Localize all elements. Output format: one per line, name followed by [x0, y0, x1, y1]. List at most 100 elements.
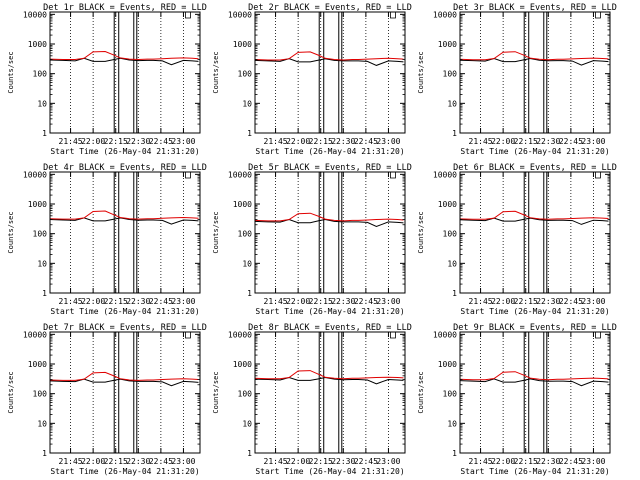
x-tick-label: 22:30	[536, 457, 560, 466]
x-tick-label: 22:30	[126, 297, 150, 306]
series-line-lld	[254, 51, 404, 61]
x-tick-label: 23:00	[171, 137, 195, 146]
x-tick-label: 22:15	[514, 137, 538, 146]
y-tick-label: 1	[247, 129, 252, 138]
y-tick-label: 10000	[228, 10, 252, 19]
y-tick-label: 1	[247, 449, 252, 458]
x-axis-label: Start Time (26-May-04 21:31:20)	[50, 307, 199, 316]
y-tick-label: 1	[247, 289, 252, 298]
y-tick-label: 10000	[228, 170, 252, 179]
x-tick-label: 22:45	[354, 457, 378, 466]
y-axis-label: Counts/sec	[212, 371, 220, 413]
x-tick-label: 23:00	[581, 137, 605, 146]
x-tick-label: 22:45	[149, 137, 173, 146]
x-tick-label: 22:45	[559, 457, 583, 466]
series-line-lld	[49, 210, 199, 220]
panel-title: Det 4r BLACK = Events, RED = LLD	[43, 163, 207, 173]
x-tick-label: 22:15	[514, 297, 538, 306]
y-tick-label: 1	[42, 289, 47, 298]
y-tick-label: 10	[242, 419, 252, 428]
plot-frame	[49, 331, 201, 454]
notch-marker	[185, 332, 191, 339]
detector-panel: Det 4r BLACK = Events, RED = LLD 1 10 100 10…	[7, 163, 207, 316]
notch-marker	[390, 12, 396, 19]
notch-marker	[390, 332, 396, 339]
y-tick-label: 10000	[23, 330, 47, 339]
x-tick-label: 22:45	[354, 297, 378, 306]
x-tick-label: 22:15	[104, 137, 128, 146]
x-tick-label: 23:00	[376, 137, 400, 146]
notch-marker	[185, 12, 191, 19]
detector-panel: Det 9r BLACK = Events, RED = LLD 1 10 100 10…	[417, 323, 617, 476]
x-tick-label: 23:00	[581, 457, 605, 466]
x-tick-label: 22:00	[81, 297, 105, 306]
y-tick-label: 100	[238, 390, 253, 399]
x-tick-label: 22:30	[126, 137, 150, 146]
y-tick-label: 10	[447, 99, 457, 108]
y-tick-label: 10	[37, 99, 47, 108]
y-axis-label: Counts/sec	[7, 371, 15, 413]
y-tick-label: 100	[443, 390, 458, 399]
y-tick-label: 100	[238, 70, 253, 79]
detector-panel: Det 6r BLACK = Events, RED = LLD 1 10 100 10…	[417, 163, 617, 316]
y-tick-label: 10000	[433, 170, 457, 179]
series-line-lld	[459, 371, 609, 381]
x-tick-label: 21:45	[59, 137, 83, 146]
y-axis-label: Counts/sec	[417, 211, 425, 253]
y-tick-label: 100	[33, 230, 48, 239]
x-tick-label: 22:15	[514, 457, 538, 466]
x-axis-label: Start Time (26-May-04 21:31:20)	[255, 467, 404, 476]
detector-panel: Det 2r BLACK = Events, RED = LLD 1 10 100 10…	[212, 3, 412, 156]
y-axis-label: Counts/sec	[417, 371, 425, 413]
x-tick-label: 22:00	[491, 297, 515, 306]
panel-title: Det 3r BLACK = Events, RED = LLD	[453, 3, 617, 13]
y-tick-label: 10	[37, 419, 47, 428]
x-tick-label: 21:45	[264, 457, 288, 466]
plot-frame	[254, 11, 406, 134]
y-tick-label: 10000	[433, 10, 457, 19]
x-tick-label: 21:45	[264, 297, 288, 306]
x-tick-label: 22:00	[491, 457, 515, 466]
x-tick-label: 22:30	[331, 297, 355, 306]
x-tick-label: 22:45	[354, 137, 378, 146]
series-line-lld	[254, 370, 404, 380]
y-tick-label: 1000	[28, 40, 47, 49]
x-tick-label: 23:00	[376, 457, 400, 466]
x-tick-label: 21:45	[469, 137, 493, 146]
series-line-lld	[459, 210, 609, 220]
y-tick-label: 1000	[233, 40, 252, 49]
y-tick-label: 100	[238, 230, 253, 239]
x-tick-label: 22:45	[559, 297, 583, 306]
notch-marker	[390, 172, 396, 179]
y-tick-label: 10	[37, 259, 47, 268]
detector-panel: Det 7r BLACK = Events, RED = LLD 1 10 100 10…	[7, 323, 207, 476]
y-tick-label: 1	[452, 449, 457, 458]
panel-title: Det 1r BLACK = Events, RED = LLD	[43, 3, 207, 13]
plot-frame	[49, 11, 201, 134]
notch-marker	[595, 332, 601, 339]
y-axis-label: Counts/sec	[212, 211, 220, 253]
x-tick-label: 22:45	[149, 297, 173, 306]
plot-frame	[459, 11, 611, 134]
y-tick-label: 10000	[433, 330, 457, 339]
y-tick-label: 10000	[228, 330, 252, 339]
x-tick-label: 22:45	[559, 137, 583, 146]
y-tick-label: 1	[452, 129, 457, 138]
x-tick-label: 23:00	[171, 297, 195, 306]
notch-marker	[185, 172, 191, 179]
series-line-lld	[49, 371, 199, 381]
y-tick-label: 1000	[28, 200, 47, 209]
y-tick-label: 1	[42, 449, 47, 458]
x-axis-label: Start Time (26-May-04 21:31:20)	[460, 147, 609, 156]
y-tick-label: 1000	[233, 200, 252, 209]
panel-title: Det 5r BLACK = Events, RED = LLD	[248, 163, 412, 173]
series-line-lld	[459, 51, 609, 61]
x-tick-label: 22:30	[536, 137, 560, 146]
plot-frame	[254, 171, 406, 294]
series-line-lld	[254, 212, 404, 222]
series-line-lld	[49, 50, 199, 61]
x-tick-label: 22:15	[309, 297, 333, 306]
x-tick-label: 22:00	[286, 297, 310, 306]
x-tick-label: 22:30	[536, 297, 560, 306]
